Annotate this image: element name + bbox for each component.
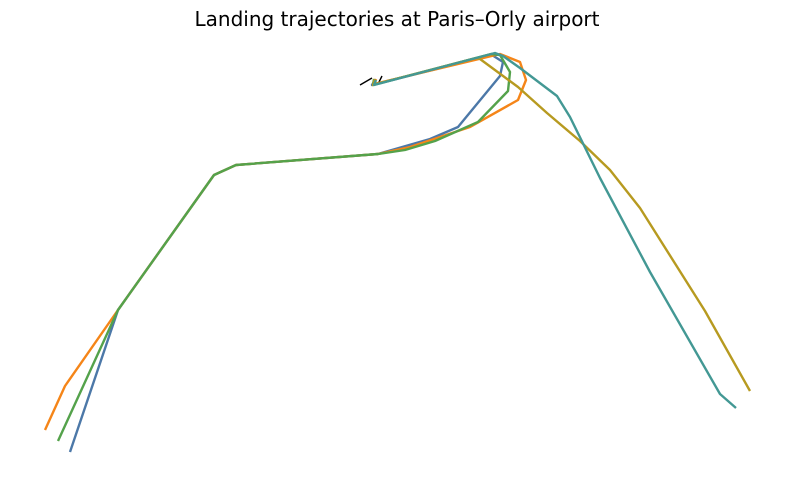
trajectory-series: [43, 51, 752, 453]
trajectory-line-4: [371, 56, 752, 392]
chart-title: Landing trajectories at Paris–Orly airpo…: [195, 7, 600, 31]
trajectory-line-1: [68, 53, 505, 453]
runway-segment-1: [359, 77, 373, 86]
trajectory-line-5: [372, 51, 737, 409]
trajectory-line-3: [56, 52, 512, 442]
trajectory-line-2: [43, 52, 528, 431]
